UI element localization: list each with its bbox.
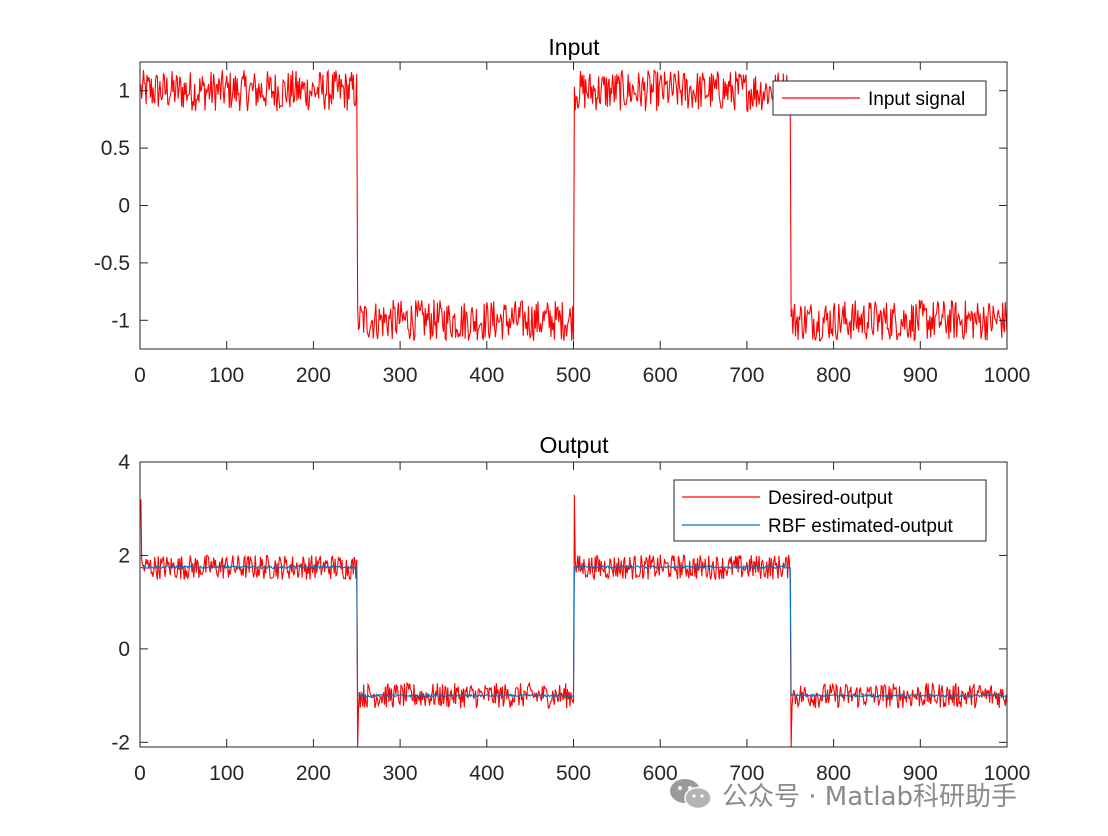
output-xtick-label: 700 xyxy=(729,762,764,785)
input-data-layer xyxy=(140,68,1007,342)
input-xtick-label: 900 xyxy=(903,364,938,387)
input-legend: Input signal xyxy=(772,80,987,116)
output-data-layer xyxy=(140,494,1007,747)
input-xtick-label: 800 xyxy=(816,364,851,387)
input-ytick-label: 0.5 xyxy=(101,137,130,160)
wechat-icon xyxy=(670,779,712,810)
input-ytick-label: 1 xyxy=(118,80,130,103)
output-ytick-label: 0 xyxy=(118,638,130,661)
legend-label-input-signal: Input signal xyxy=(868,89,965,110)
input-xtick-label: 1000 xyxy=(984,364,1031,387)
input-xtick-label: 0 xyxy=(134,364,146,387)
output-xtick-label: 200 xyxy=(296,762,331,785)
watermark: 公众号 · Matlab科研助手 xyxy=(668,774,1017,814)
output-xtick-label: 1000 xyxy=(984,762,1031,785)
output-xtick-label: 0 xyxy=(134,762,146,785)
input-xtick-label: 700 xyxy=(729,364,764,387)
output-ytick-label: -2 xyxy=(111,731,130,754)
input-xtick-label: 100 xyxy=(209,364,244,387)
watermark-text: 公众号 · Matlab科研助手 xyxy=(722,781,1018,812)
output-legend-box xyxy=(673,479,987,542)
input-axes: 0 100 200 300 400 500 600 700 800 900 1000 -1 -0.5 0 0… xyxy=(94,34,1031,387)
series-line-rbf-estimated-output xyxy=(140,564,1007,699)
series-line-input-signal xyxy=(140,68,1007,342)
legend-label-desired-output: Desired-output xyxy=(768,488,893,509)
input-xtick-label: 200 xyxy=(296,364,331,387)
output-xtick-label: 500 xyxy=(556,762,591,785)
input-xtick-label: 300 xyxy=(383,364,418,387)
output-xtick-label: 600 xyxy=(643,762,678,785)
output-xtick-label: 100 xyxy=(209,762,244,785)
output-xtick-label: 900 xyxy=(903,762,938,785)
input-xtick-label: 600 xyxy=(643,364,678,387)
output-ytick-label: 2 xyxy=(118,544,130,567)
input-ytick-label: -0.5 xyxy=(94,252,130,275)
input-title: Input xyxy=(548,34,600,60)
output-xtick-label: 300 xyxy=(383,762,418,785)
input-ytick-label: 0 xyxy=(118,195,130,218)
output-xtick-label: 800 xyxy=(816,762,851,785)
input-xtick-label: 500 xyxy=(556,364,591,387)
input-xtick-label: 400 xyxy=(469,364,504,387)
input-ticks: 0 100 200 300 400 500 600 700 800 900 1000 -1 -0.5 0 0… xyxy=(94,62,1031,387)
output-ytick-label: 4 xyxy=(118,451,130,474)
output-xtick-label: 400 xyxy=(469,762,504,785)
output-legend: Desired-output RBF estimated-output xyxy=(673,479,987,542)
legend-label-rbf-estimated-output: RBF estimated-output xyxy=(768,516,954,537)
output-title: Output xyxy=(539,432,609,458)
input-ytick-label: -1 xyxy=(111,309,130,332)
